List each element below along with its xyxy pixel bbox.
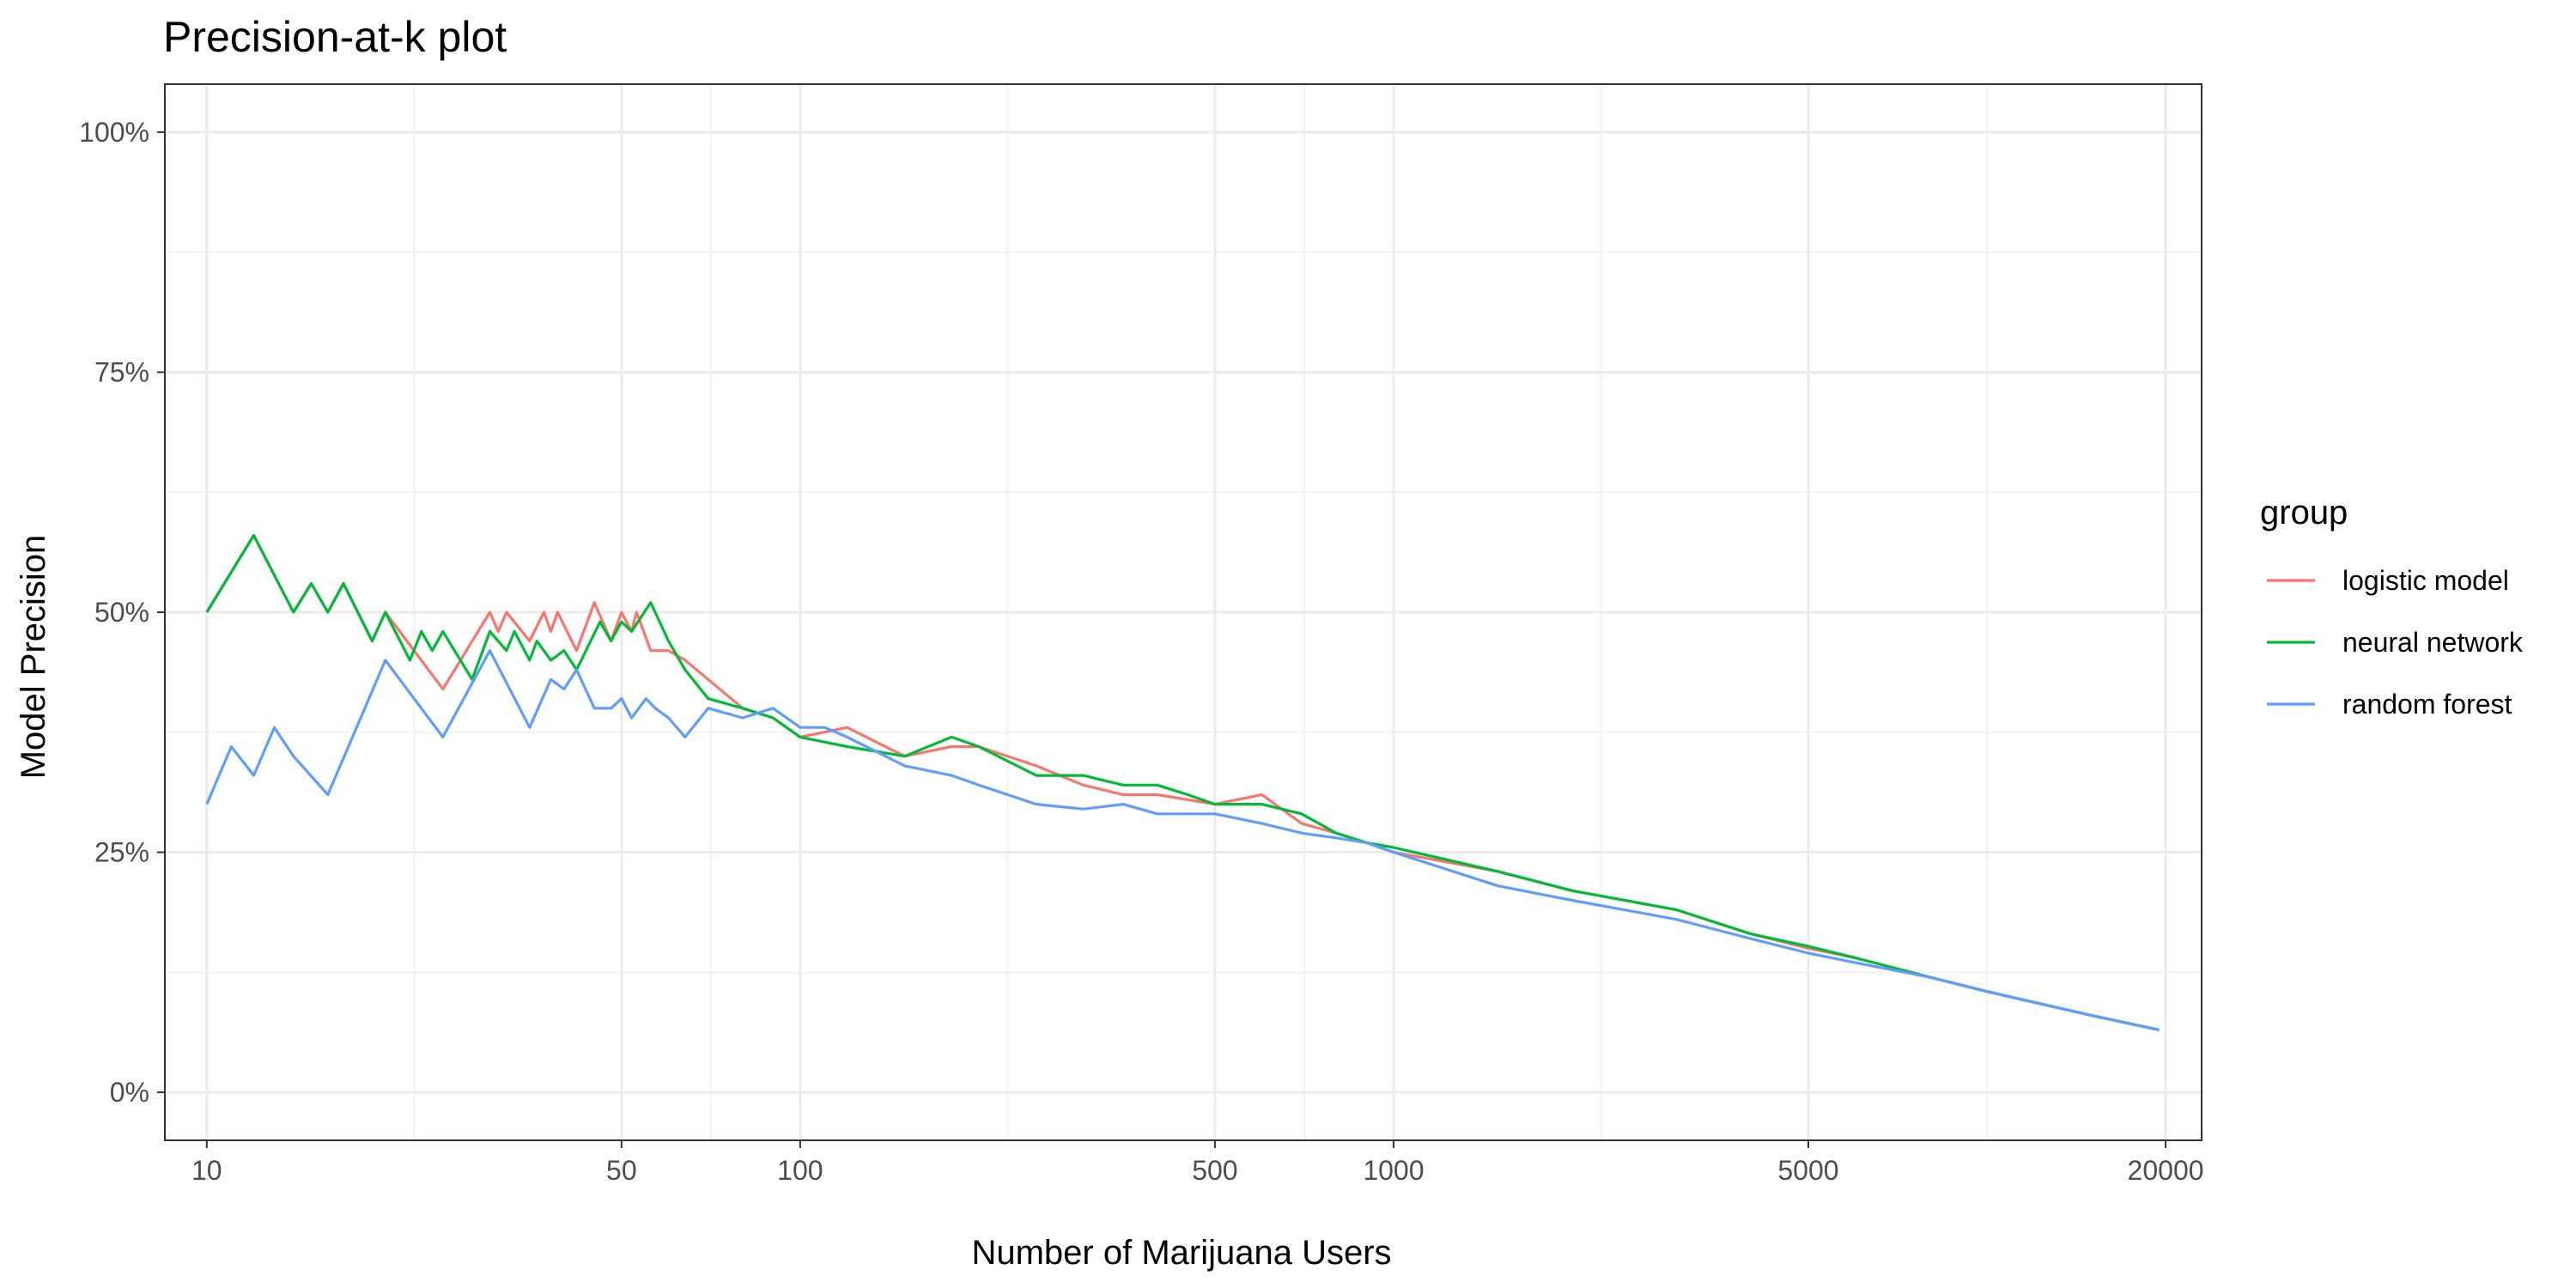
x-tick-label: 20000 [2128, 1155, 2204, 1186]
x-axis-title: Number of Marijuana Users [971, 1234, 1391, 1272]
x-tick-label: 10 [191, 1155, 222, 1186]
y-tick-label: 0% [110, 1077, 149, 1108]
legend: group logistic model neural network random… [2260, 494, 2524, 720]
series-layer [205, 533, 2160, 1031]
plot-panel [164, 83, 2202, 1141]
legend-title: group [2260, 494, 2348, 532]
x-axis: 10 50 100 500 1000 5000 20000 [191, 1140, 2204, 1186]
y-axis-title: Model Precision [15, 535, 52, 780]
x-tick-label: 50 [606, 1155, 637, 1186]
y-tick-label: 100% [79, 117, 149, 148]
y-tick-label: 75% [94, 356, 149, 387]
series-line-neural-network [205, 533, 2160, 1031]
x-tick-label: 5000 [1777, 1155, 1838, 1186]
x-tick-label: 1000 [1363, 1155, 1424, 1186]
legend-label-neural-network: neural network [2342, 627, 2524, 658]
legend-label-random-forest: random forest [2342, 689, 2512, 720]
y-tick-label: 25% [94, 837, 149, 868]
y-tick-label: 50% [94, 597, 149, 628]
x-tick-label: 500 [1192, 1155, 1237, 1186]
chart-title: Precision-at-k plot [163, 13, 507, 61]
series-line-random-forest [205, 649, 2160, 1031]
x-tick-label: 100 [777, 1155, 823, 1186]
legend-label-logistic-model: logistic model [2342, 565, 2509, 596]
y-axis: 0% 25% 50% 75% 100% [79, 117, 165, 1108]
legend-items: logistic model neural network random fores… [2267, 565, 2524, 720]
